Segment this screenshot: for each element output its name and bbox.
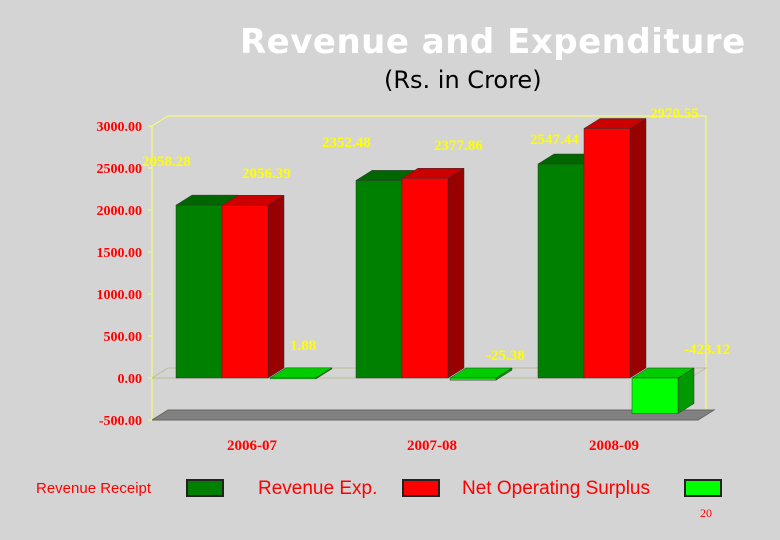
- x-category-label: 2008-09: [589, 438, 639, 454]
- bar-front: [449, 377, 497, 381]
- bar-net-operating-surplus-2008-09: [631, 367, 695, 414]
- bar-net-operating-surplus-2007-08: [449, 367, 513, 381]
- y-tick-label: 3000.00: [97, 120, 143, 135]
- bar-front: [175, 204, 223, 379]
- bar-revenue-exp-2008-09: [583, 118, 647, 379]
- bar-revenue-exp-2006-07: [221, 194, 285, 379]
- data-label-net-operating-surplus: 1.88: [290, 338, 316, 354]
- legend-label-revenue-exp: Revenue Exp.: [258, 478, 378, 499]
- bar-front: [583, 128, 631, 379]
- y-tick-label: 1000.00: [97, 288, 143, 303]
- y-tick-label: 2500.00: [97, 162, 143, 177]
- bar-side: [267, 194, 285, 379]
- page-number: 20: [700, 506, 712, 520]
- x-category-label: 2006-07: [227, 438, 277, 454]
- slide-title: Revenue and Expenditure: [240, 22, 746, 62]
- data-label-revenue-exp: 2970.55: [650, 106, 699, 122]
- chart-floor: [150, 409, 716, 421]
- bar-front: [631, 377, 679, 414]
- bar-revenue-exp-2007-08: [401, 167, 465, 379]
- bar-front: [401, 178, 449, 379]
- legend-swatch-revenue-receipt: [186, 479, 224, 497]
- bar-front: [355, 180, 403, 379]
- y-tick-label: 2000.00: [97, 204, 143, 219]
- x-category-label: 2007-08: [407, 438, 457, 454]
- y-tick-label: 0.00: [118, 372, 143, 387]
- legend-swatch-revenue-exp: [402, 479, 440, 497]
- chart-legend: Revenue Receipt Revenue Exp. Net Operati…: [0, 478, 780, 502]
- bar-net-operating-surplus-2006-07: [269, 367, 333, 380]
- legend-label-net-operating-surplus: Net Operating Surplus: [462, 478, 650, 499]
- y-tick-label: 1500.00: [97, 246, 143, 261]
- bar-side: [629, 118, 647, 379]
- data-label-net-operating-surplus: -423.12: [684, 342, 730, 358]
- legend-swatch-net-operating-surplus: [684, 479, 722, 497]
- data-label-revenue-exp: 2377.86: [434, 138, 483, 154]
- y-tick-label: 500.00: [104, 330, 143, 345]
- legend-label-revenue-receipt: Revenue Receipt: [36, 480, 152, 497]
- data-label-revenue-receipt: 2547.44: [530, 132, 579, 148]
- zero-baseline: [150, 367, 708, 379]
- slide-subtitle: (Rs. in Crore): [384, 66, 542, 94]
- data-label-net-operating-surplus: -25.38: [486, 348, 525, 364]
- bar-front: [537, 163, 585, 379]
- data-label-revenue-receipt: 2352.48: [322, 135, 371, 151]
- bar-side: [447, 167, 465, 379]
- data-label-revenue-exp: 2056.39: [242, 166, 291, 182]
- data-label-revenue-receipt: 2058.28: [142, 154, 191, 170]
- bar-front: [269, 377, 317, 380]
- y-tick-label: -500.00: [99, 414, 142, 429]
- bar-front: [221, 205, 269, 379]
